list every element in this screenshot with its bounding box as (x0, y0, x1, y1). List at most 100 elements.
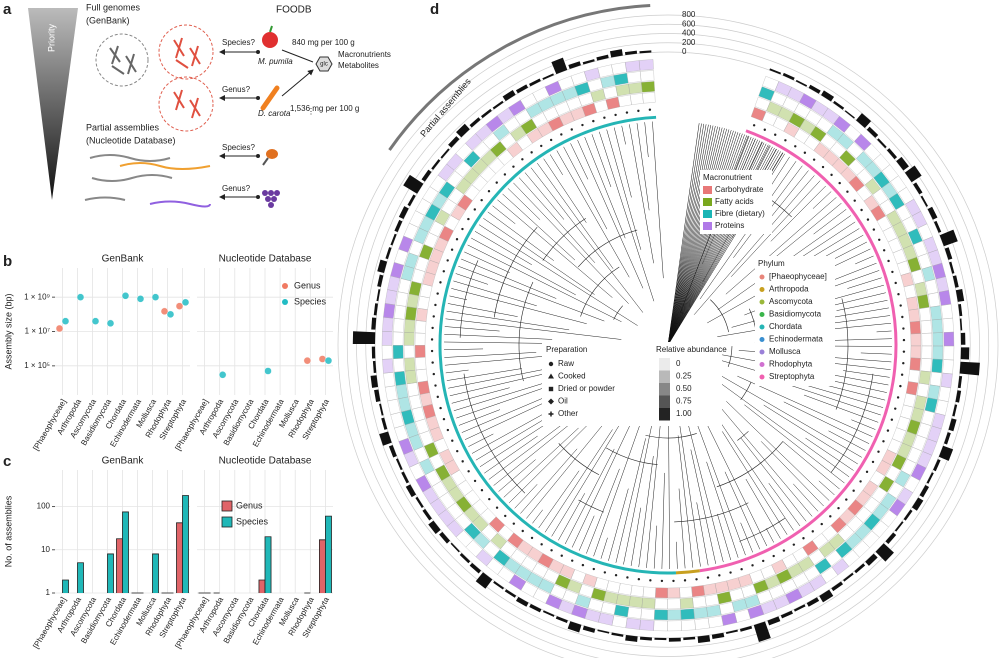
tree-branch (606, 129, 642, 250)
nutrient-cell (679, 597, 694, 609)
grid-circle (346, 23, 990, 658)
tree-branch (453, 280, 537, 307)
tree-fan (667, 125, 711, 346)
label: glc (320, 62, 328, 68)
bar (515, 596, 529, 607)
nutrient-cell (419, 392, 433, 407)
legend-label: Species (236, 516, 269, 526)
tree-branch (717, 513, 732, 561)
r-tick-label: 400 (682, 29, 696, 38)
nutrient-cell (920, 358, 932, 372)
bar (415, 496, 424, 509)
bar (398, 206, 409, 220)
dot (256, 195, 260, 199)
legend-swatch (703, 186, 712, 194)
bar (903, 509, 913, 521)
bar (456, 123, 470, 138)
preparation-dot (592, 567, 595, 571)
legend-marker (282, 299, 288, 305)
point (175, 302, 184, 310)
bar (379, 431, 392, 446)
tree-arc (606, 447, 658, 465)
facet-title: GenBank (102, 254, 145, 265)
legend-label: Fatty acids (715, 197, 754, 206)
abundance-swatch (659, 408, 670, 421)
nutrient-cell (927, 384, 941, 400)
bar (926, 472, 934, 484)
tree-branch (755, 145, 770, 173)
bar (960, 347, 970, 360)
tree-branch (484, 435, 538, 474)
label: Genus? (222, 85, 251, 94)
preparation-dot (763, 128, 766, 131)
tree-fan (667, 130, 734, 346)
bar (697, 635, 711, 643)
tree-branch (444, 334, 553, 340)
preparation-dot (803, 151, 807, 154)
preparation-dot (614, 574, 618, 577)
genome-circle (95, 33, 149, 87)
grid-circle (356, 33, 980, 657)
preparation-dot (802, 537, 805, 540)
tree-branch (599, 131, 655, 302)
nutrient-cell (600, 75, 616, 89)
bar (381, 417, 388, 430)
y-axis-title: No. of assemblies (3, 495, 13, 567)
tree-branch (740, 437, 807, 522)
preparation-dot (752, 124, 756, 127)
bar (739, 625, 753, 632)
nutrient-cell (943, 345, 955, 361)
bar (938, 445, 954, 461)
tree-branch (514, 484, 538, 509)
nutrient-cell (714, 580, 730, 594)
nutrient-cell (395, 291, 409, 307)
nutrient-cell (642, 586, 656, 598)
preparation-dot (549, 138, 553, 142)
tree-branch (678, 488, 686, 569)
nutrient-cell (706, 604, 722, 618)
preparation-dot (782, 549, 786, 552)
shape (265, 196, 271, 202)
preparation-dot (503, 173, 507, 176)
shape (271, 196, 277, 202)
tree-branch (483, 218, 595, 295)
point (121, 292, 130, 300)
tree-branch (646, 403, 663, 568)
legend-label: Cooked (558, 372, 586, 381)
tree-branch (719, 374, 862, 458)
bar (958, 304, 963, 317)
preparation-dot (434, 384, 437, 387)
bar (683, 636, 696, 641)
legend-marker (282, 283, 288, 289)
legend-label: Mollusca (769, 347, 801, 356)
preparation-dot (512, 522, 516, 525)
bar (370, 375, 379, 388)
preparation-dot (901, 315, 904, 319)
tree-branch (644, 122, 649, 158)
legend-swatch (221, 516, 233, 528)
nutrient-cell (942, 317, 954, 333)
tree-arc (645, 433, 697, 439)
bar (955, 289, 965, 302)
preparation-dot (451, 439, 454, 442)
tree-branch (593, 420, 642, 557)
bar (886, 148, 898, 160)
tree-branch (451, 288, 587, 325)
phylum-ring (675, 569, 700, 575)
bar (959, 361, 980, 376)
point (91, 317, 100, 325)
nutrient-cell (638, 59, 654, 71)
preparation-dot (495, 181, 498, 184)
bar (176, 522, 183, 593)
bar (952, 404, 958, 417)
nutrient-cell (383, 372, 396, 388)
tree-branch (782, 441, 840, 490)
tree-fan (667, 123, 705, 346)
tree-branch (630, 507, 642, 566)
nutrient-cell (721, 612, 738, 626)
preparation-dot (480, 489, 484, 492)
nutrient-cell (392, 345, 404, 359)
preparation-dot (871, 460, 875, 464)
nutrient-cell (639, 619, 655, 631)
